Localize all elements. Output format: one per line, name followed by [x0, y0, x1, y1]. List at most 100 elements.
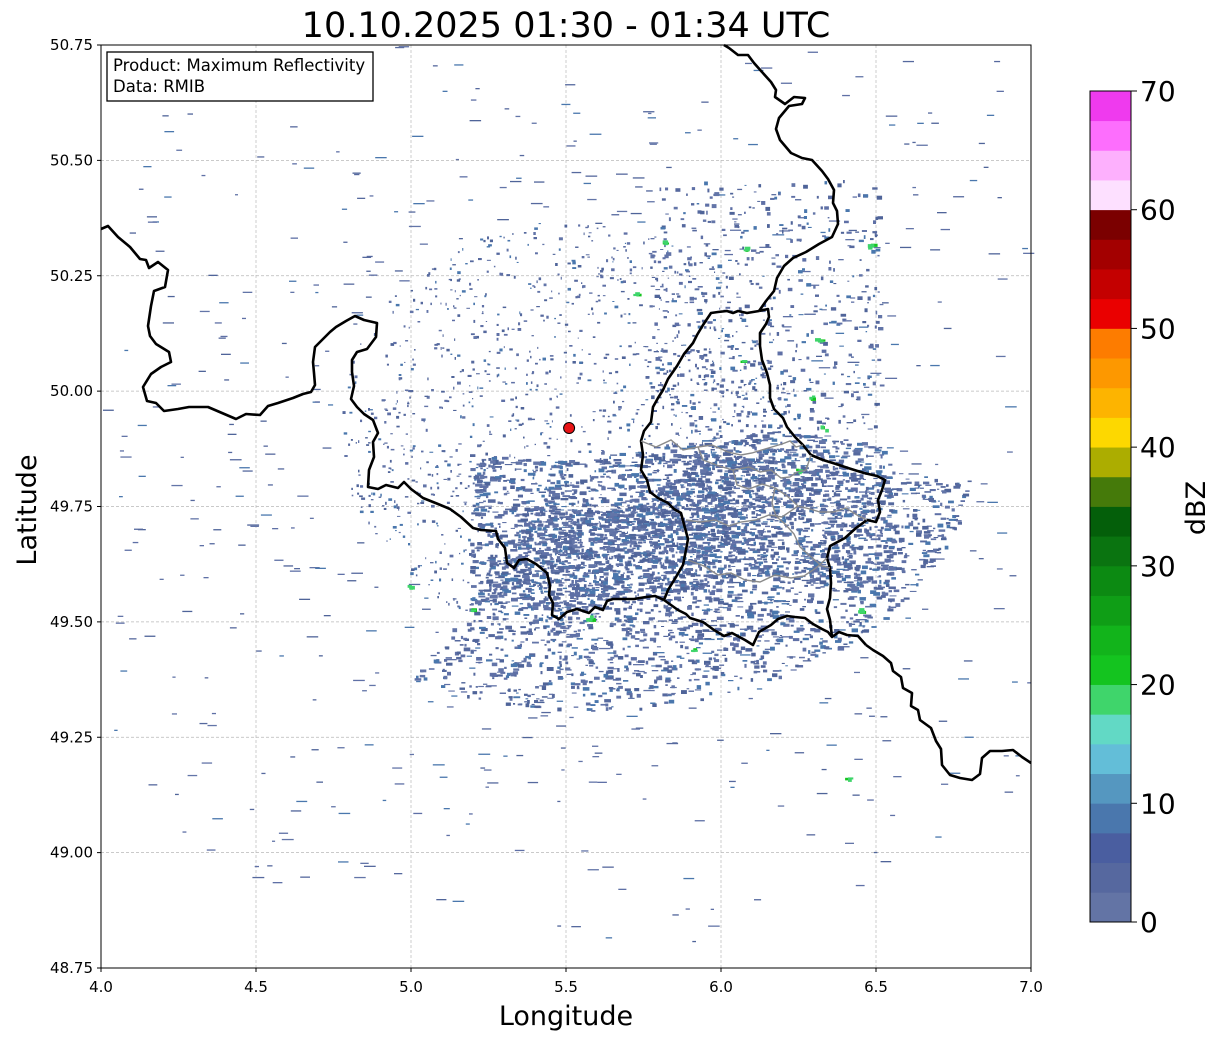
echo-cell: [522, 543, 530, 547]
echo-cell: [412, 363, 416, 366]
echo-cell: [597, 598, 604, 601]
echo-cell: [680, 644, 684, 649]
echo-cell: [612, 415, 617, 417]
echo-cell: [496, 323, 499, 326]
echo-cell: [779, 635, 783, 637]
echo-cell: [500, 648, 504, 651]
echo-cell: [561, 521, 569, 525]
echo-cell: [594, 574, 596, 578]
echo-cell: [552, 512, 560, 515]
echo-cell: [661, 626, 665, 627]
echo-cell: [876, 489, 880, 493]
echo-cell: [705, 596, 712, 600]
echo-cell: [762, 521, 768, 523]
echo-cell: [668, 633, 671, 636]
echo-cell: [625, 633, 630, 637]
echo-cell: [626, 423, 631, 427]
echo-cell: [487, 499, 496, 503]
echo-cell: [778, 449, 782, 452]
echo-cell: [835, 461, 844, 466]
echo-cell: [621, 578, 628, 581]
echo-cell: [687, 475, 692, 479]
echo-cell: [848, 641, 854, 644]
echo-cell: [734, 410, 736, 413]
echo-cell: [768, 460, 775, 465]
echo-cell: [681, 583, 685, 587]
echo-cell: [602, 284, 606, 287]
echo-cell: [504, 666, 507, 669]
echo-cell: [583, 565, 587, 567]
echo-cell: [480, 467, 483, 470]
echo-cell: [516, 692, 519, 694]
echo-cell: [802, 606, 806, 608]
echo-cell: [581, 361, 584, 364]
echo-cell: [668, 540, 674, 543]
echo-cell: [670, 635, 676, 639]
echo-cell: [965, 490, 970, 492]
echo-cell: [566, 551, 568, 554]
echo-cell: [591, 511, 596, 516]
echo-cell: [470, 598, 473, 601]
echo-cell: [539, 561, 543, 564]
echo-cell: [743, 475, 745, 477]
echo-cell: [544, 655, 549, 659]
echo-cell: [649, 637, 657, 642]
echo-cell: [527, 694, 531, 698]
echo-cell: [527, 663, 532, 668]
echo-cell: [882, 465, 885, 469]
echo-cell: [607, 666, 614, 670]
echo-cell: [530, 539, 534, 542]
echo-cell: [519, 530, 521, 533]
echo-cell: [563, 627, 570, 630]
echo-cell: [505, 625, 512, 630]
echo-cell: [516, 419, 520, 422]
echo-cell: [368, 521, 370, 525]
echo-cell: [719, 476, 725, 478]
echo-cell: [876, 534, 883, 537]
echo-cell: [781, 413, 785, 416]
echo-cell: [722, 452, 731, 456]
echo-cell: [654, 680, 658, 684]
echo-cell: [390, 448, 395, 451]
echo-cell: [591, 603, 597, 608]
echo-cell: [960, 500, 965, 502]
echo-cell: [384, 421, 387, 424]
echo-cell: [613, 400, 615, 404]
echo-cell: [738, 355, 742, 357]
echo-cell: [814, 472, 818, 476]
echo-cell: [883, 546, 887, 550]
echo-cell: [741, 615, 744, 619]
echo-cell: [675, 551, 678, 554]
echo-cell: [659, 562, 662, 565]
echo-cell: [726, 607, 732, 611]
echo-cell: [479, 475, 485, 479]
echo-cell: [599, 604, 603, 607]
echo-cell: [772, 673, 778, 677]
echo-cell: [891, 509, 898, 514]
echo-cell: [518, 534, 521, 538]
echo-cell: [714, 514, 720, 518]
echo-cell: [554, 542, 559, 545]
echo-cell: [500, 606, 504, 608]
echo-cell: [715, 511, 723, 513]
echo-cell: [624, 566, 628, 569]
echo-cell: [514, 646, 519, 649]
echo-cell: [536, 698, 540, 700]
echo-cell: [694, 420, 697, 422]
echo-cell: [439, 406, 442, 409]
echo-cell: [579, 329, 583, 332]
echo-cell: [398, 531, 401, 534]
echo-cell: [755, 635, 763, 638]
echo-cell: [486, 259, 491, 261]
echo-cell: [844, 564, 852, 567]
echo-cell: [549, 412, 553, 416]
echo-cell: [559, 393, 563, 395]
echo-cell: [698, 450, 705, 454]
echo-cell: [625, 562, 630, 567]
echo-cell: [769, 512, 771, 515]
echo-cell: [498, 610, 502, 613]
echo-cell: [360, 506, 363, 508]
echo-cell: [514, 367, 517, 370]
echo-cell: [812, 582, 819, 584]
echo-cell: [846, 530, 853, 532]
